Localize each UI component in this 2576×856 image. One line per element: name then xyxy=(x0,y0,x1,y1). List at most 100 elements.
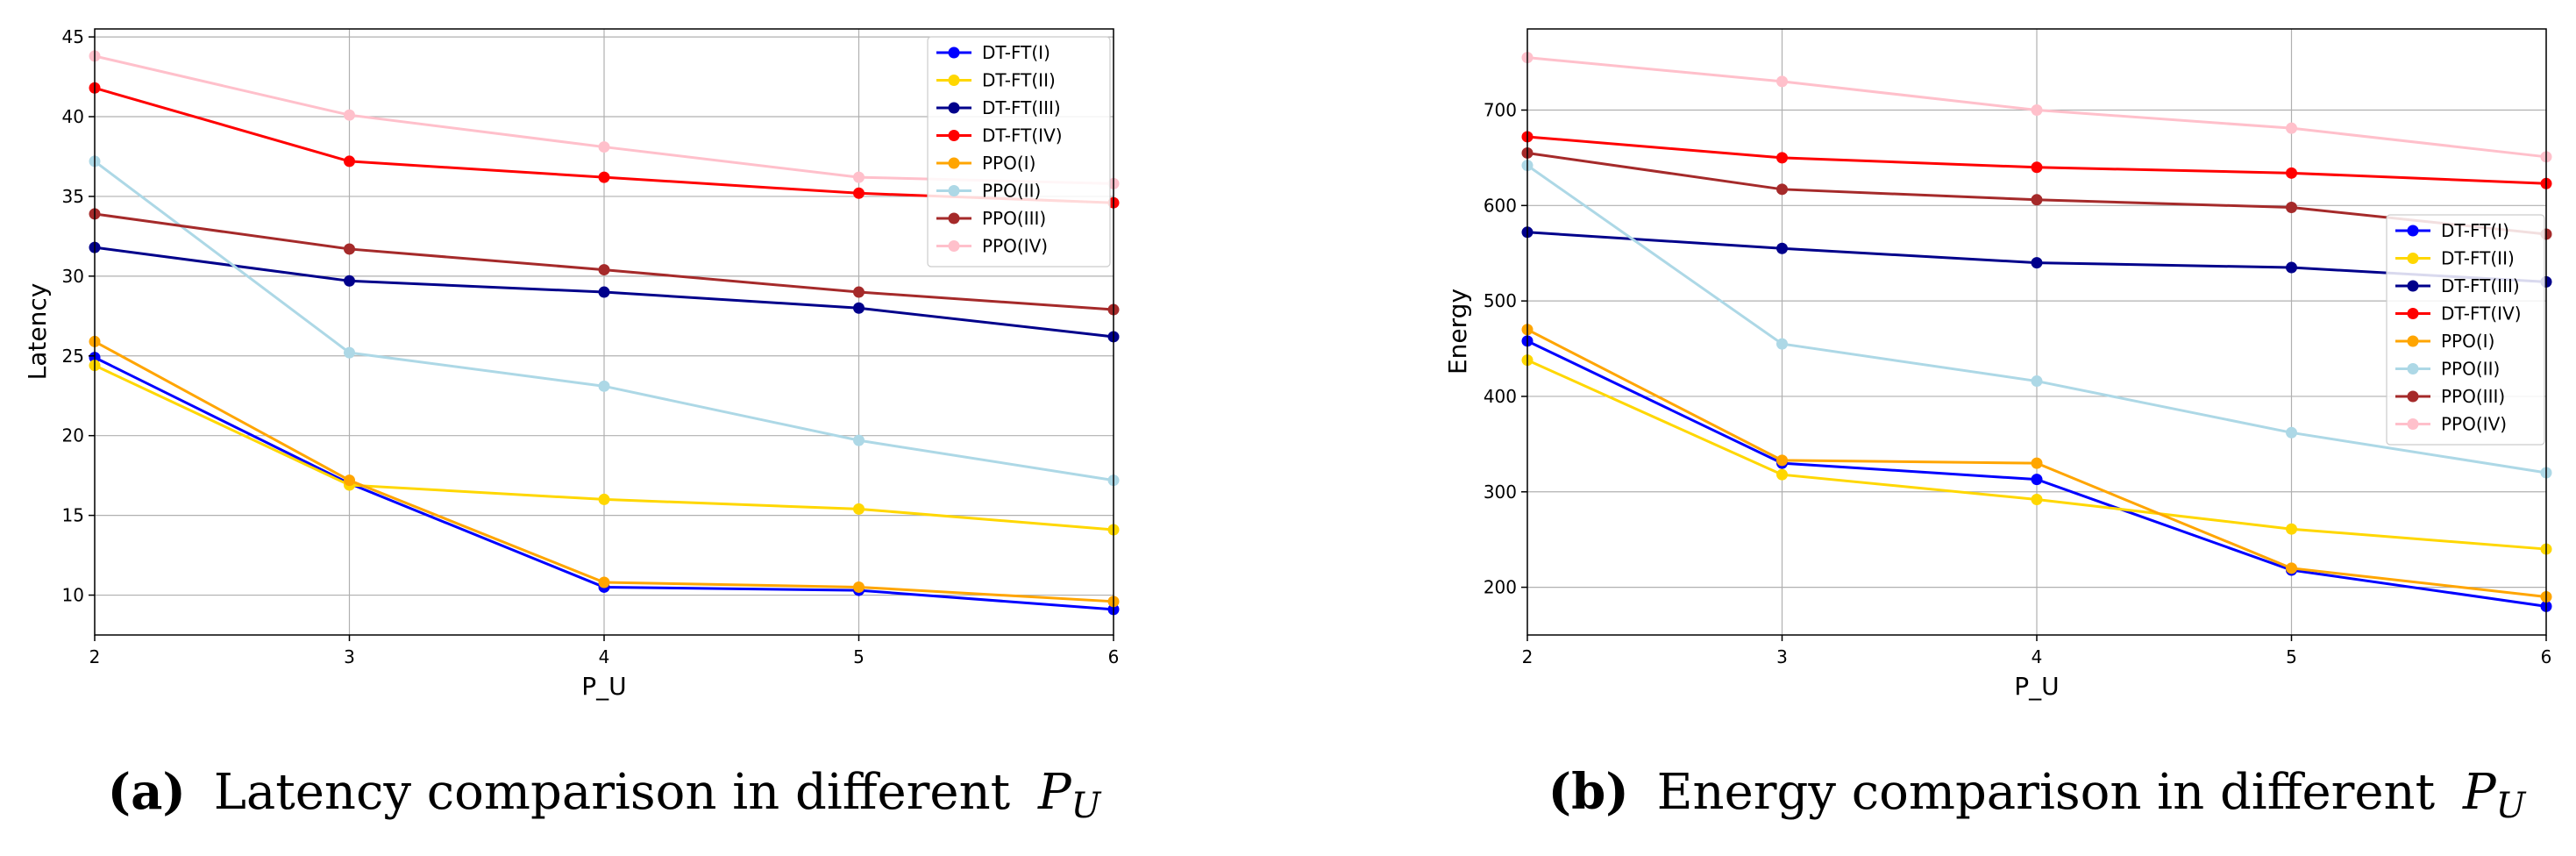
energy-point-dt-ft-ii xyxy=(1776,468,1788,481)
latency-legend-label-ppo-iv: PPO(IV) xyxy=(982,236,1048,257)
latency-legend-marker-dt-ft-iv xyxy=(948,130,960,141)
energy-ytick-label: 700 xyxy=(1484,99,1517,120)
latency-legend-box xyxy=(927,36,1111,268)
energy-ytick-label: 500 xyxy=(1484,290,1517,311)
energy-caption-tag: (b) xyxy=(1548,763,1629,821)
energy-point-ppo-iv xyxy=(1776,75,1788,88)
energy-xtick-label: 3 xyxy=(1776,646,1788,667)
energy-point-dt-ft-iv xyxy=(1776,152,1788,164)
latency-xtick-label: 3 xyxy=(344,646,355,667)
latency-point-ppo-iii xyxy=(853,286,865,298)
energy-caption: (b) Energy comparison in different PU xyxy=(1548,763,2527,826)
latency-legend-label-dt-ft-ii: DT-FT(II) xyxy=(982,70,1056,91)
energy-legend-marker-ppo-i xyxy=(2407,335,2419,347)
energy-point-dt-ft-iii xyxy=(1776,242,1788,254)
latency-legend-marker-dt-ft-iii xyxy=(948,102,960,114)
latency-point-ppo-i xyxy=(598,576,610,588)
energy-ytick-label: 300 xyxy=(1484,482,1517,503)
energy-legend-marker-ppo-iii xyxy=(2407,390,2419,403)
energy-legend-label-dt-ft-iii: DT-FT(III) xyxy=(2441,275,2520,296)
latency-xlabel: P_U xyxy=(581,672,626,701)
latency-caption: (a) Latency comparison in different PU xyxy=(108,763,1102,826)
latency-point-ppo-iv xyxy=(853,171,865,183)
latency-point-dt-ft-iv xyxy=(598,171,610,183)
latency-point-dt-ft-iii xyxy=(598,286,610,298)
latency-xtick-label: 4 xyxy=(599,646,610,667)
latency-ytick-label: 25 xyxy=(62,346,84,367)
energy-point-ppo-iv xyxy=(2031,103,2043,116)
latency-point-dt-ft-iv xyxy=(344,155,355,168)
energy-point-ppo-i xyxy=(2286,562,2297,574)
latency-ytick-label: 15 xyxy=(62,505,84,526)
latency-point-dt-ft-ii xyxy=(853,503,865,515)
energy-point-ppo-i xyxy=(2031,457,2043,469)
latency-point-ppo-iii xyxy=(598,264,610,276)
latency-legend-marker-dt-ft-i xyxy=(948,46,960,59)
energy-xtick-label: 5 xyxy=(2286,646,2297,667)
latency-legend-marker-ppo-iii xyxy=(948,212,960,225)
energy-caption-math: P xyxy=(2462,764,2497,821)
latency-caption-math: P xyxy=(1037,764,1072,821)
latency-ytick-label: 40 xyxy=(62,106,84,127)
energy-xtick-label: 2 xyxy=(1522,646,1534,667)
latency-xtick-label: 2 xyxy=(89,646,101,667)
latency-ytick-label: 10 xyxy=(62,585,84,606)
latency-legend-label-ppo-i: PPO(I) xyxy=(982,153,1035,174)
energy-legend-label-dt-ft-i: DT-FT(I) xyxy=(2441,220,2509,241)
latency-caption-tag: (a) xyxy=(108,763,186,821)
energy-point-ppo-iii xyxy=(1776,183,1788,196)
energy-legend-label-ppo-iii: PPO(III) xyxy=(2441,386,2505,407)
energy-point-ppo-iv xyxy=(2286,122,2297,134)
latency-legend-marker-ppo-iv xyxy=(948,240,960,252)
energy-caption-sub: U xyxy=(2496,786,2527,826)
energy-xtick-label: 4 xyxy=(2032,646,2043,667)
latency-caption-text: Latency comparison in different xyxy=(214,764,1011,821)
energy-xtick-label: 6 xyxy=(2541,646,2552,667)
energy-ytick-label: 600 xyxy=(1484,195,1517,216)
energy-legend-label-dt-ft-iv: DT-FT(IV) xyxy=(2441,303,2522,325)
energy-legend-label-ppo-ii: PPO(II) xyxy=(2441,359,2500,380)
latency-ytick-label: 30 xyxy=(62,266,84,287)
energy-point-dt-ft-iii xyxy=(2031,257,2043,269)
energy-point-dt-ft-iv xyxy=(2031,161,2043,174)
energy-legend-marker-dt-ft-i xyxy=(2407,225,2419,237)
latency-legend-marker-ppo-i xyxy=(948,157,960,169)
energy-ytick-label: 200 xyxy=(1484,577,1517,598)
latency-ylabel: Latency xyxy=(23,283,52,381)
energy-legend-marker-dt-ft-iv xyxy=(2407,308,2419,319)
energy-ytick-label: 400 xyxy=(1484,386,1517,407)
latency-ytick-label: 45 xyxy=(62,26,84,47)
latency-caption-sub: U xyxy=(1071,786,1102,826)
latency-point-dt-ft-iii xyxy=(344,275,355,287)
energy-legend: DT-FT(I) DT-FT(II) DT-FT(III) DT-FT(IV) PPO(… xyxy=(2386,214,2545,446)
latency-legend: DT-FT(I) DT-FT(II) DT-FT(III) DT-FT(IV) PPO(… xyxy=(927,36,1111,268)
energy-legend-label-ppo-i: PPO(I) xyxy=(2441,331,2494,352)
energy-legend-marker-dt-ft-ii xyxy=(2407,253,2419,264)
latency-point-ppo-i xyxy=(853,581,865,593)
latency-point-ppo-ii xyxy=(598,380,610,392)
latency-point-ppo-ii xyxy=(344,346,355,359)
latency-legend-marker-ppo-ii xyxy=(948,185,960,196)
latency-series-group xyxy=(89,50,1120,616)
latency-legend-label-ppo-ii: PPO(II) xyxy=(982,181,1041,202)
latency-legend-label-dt-ft-iii: DT-FT(III) xyxy=(982,97,1061,118)
latency-point-dt-ft-iii xyxy=(853,302,865,314)
energy-chart: 2 3 4 5 6 200 300 400 500 600 700 P_U Energy DT-FT… xyxy=(1443,28,2552,826)
latency-ytick-label: 35 xyxy=(62,186,84,207)
energy-point-ppo-i xyxy=(1776,454,1788,467)
energy-caption-text: Energy comparison in different xyxy=(1657,764,2436,821)
energy-point-dt-ft-ii xyxy=(2286,523,2297,535)
energy-point-dt-ft-iii xyxy=(2286,261,2297,274)
energy-point-ppo-iii xyxy=(2031,194,2043,206)
energy-point-ppo-ii xyxy=(2286,426,2297,439)
latency-point-dt-ft-iv xyxy=(853,187,865,199)
energy-xlabel: P_U xyxy=(2014,672,2059,701)
energy-legend-label-dt-ft-ii: DT-FT(II) xyxy=(2441,248,2515,269)
energy-ticks: 2 3 4 5 6 200 300 400 500 600 700 xyxy=(1484,99,2552,667)
latency-legend-label-dt-ft-iv: DT-FT(IV) xyxy=(982,125,1063,146)
energy-legend-marker-ppo-ii xyxy=(2407,363,2419,374)
latency-ytick-label: 20 xyxy=(62,425,84,446)
